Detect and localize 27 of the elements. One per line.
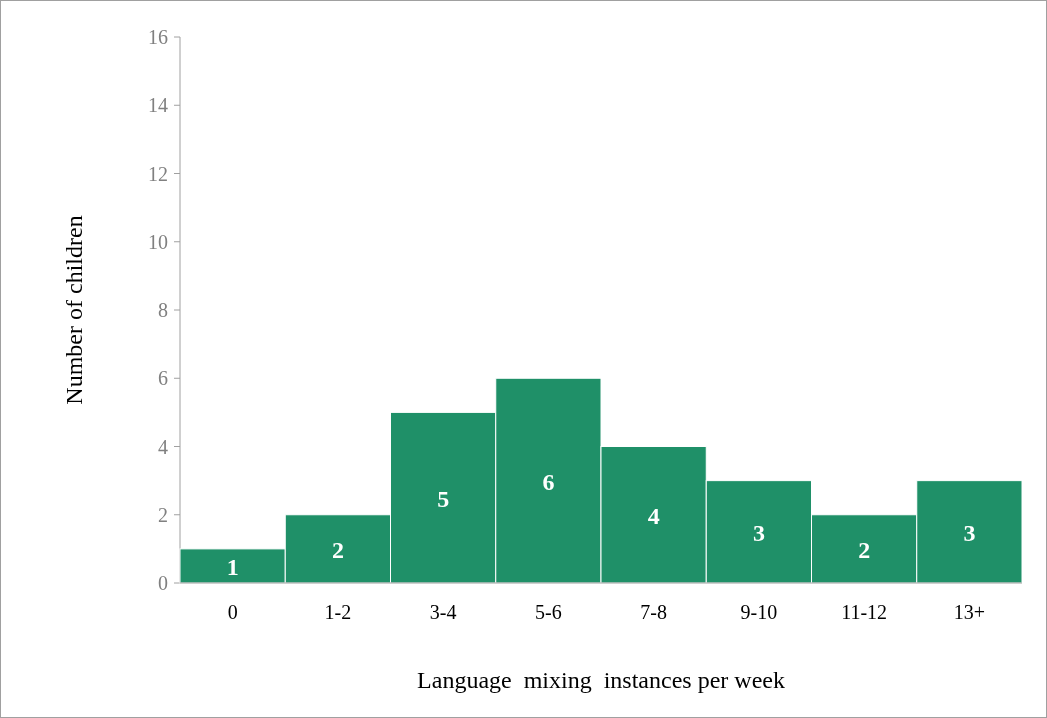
y-tick-label: 14 <box>148 94 168 117</box>
data-label: 3 <box>963 519 976 546</box>
data-label: 3 <box>752 519 765 546</box>
y-tick-label: 6 <box>158 367 168 390</box>
x-tick-label: 5-6 <box>535 601 562 623</box>
data-label: 2 <box>858 536 871 563</box>
y-tick-label: 16 <box>148 26 168 48</box>
x-tick-label: 1-2 <box>324 601 352 623</box>
x-tick-label: 0 <box>227 601 238 623</box>
data-label: 5 <box>437 485 450 512</box>
y-tick-label: 10 <box>148 230 168 253</box>
x-axis-title: Language mixing instances per week <box>417 667 785 693</box>
data-label: 6 <box>542 468 555 495</box>
y-tick-label: 2 <box>158 503 168 526</box>
x-tick-label: 9-10 <box>740 601 778 623</box>
data-label: 1 <box>226 553 239 580</box>
x-tick-label: 3-4 <box>429 601 457 623</box>
y-tick-label: 0 <box>158 572 168 594</box>
x-tick-label: 11-12 <box>841 601 888 623</box>
data-label: 2 <box>331 536 344 563</box>
data-label: 4 <box>647 502 660 529</box>
x-tick-label: 7-8 <box>640 601 667 623</box>
x-tick-label: 13+ <box>953 601 986 623</box>
y-axis-title: Number of children <box>61 215 87 405</box>
y-tick-label: 12 <box>148 162 168 185</box>
y-tick-label: 8 <box>158 299 168 321</box>
y-tick-label: 4 <box>158 435 168 458</box>
